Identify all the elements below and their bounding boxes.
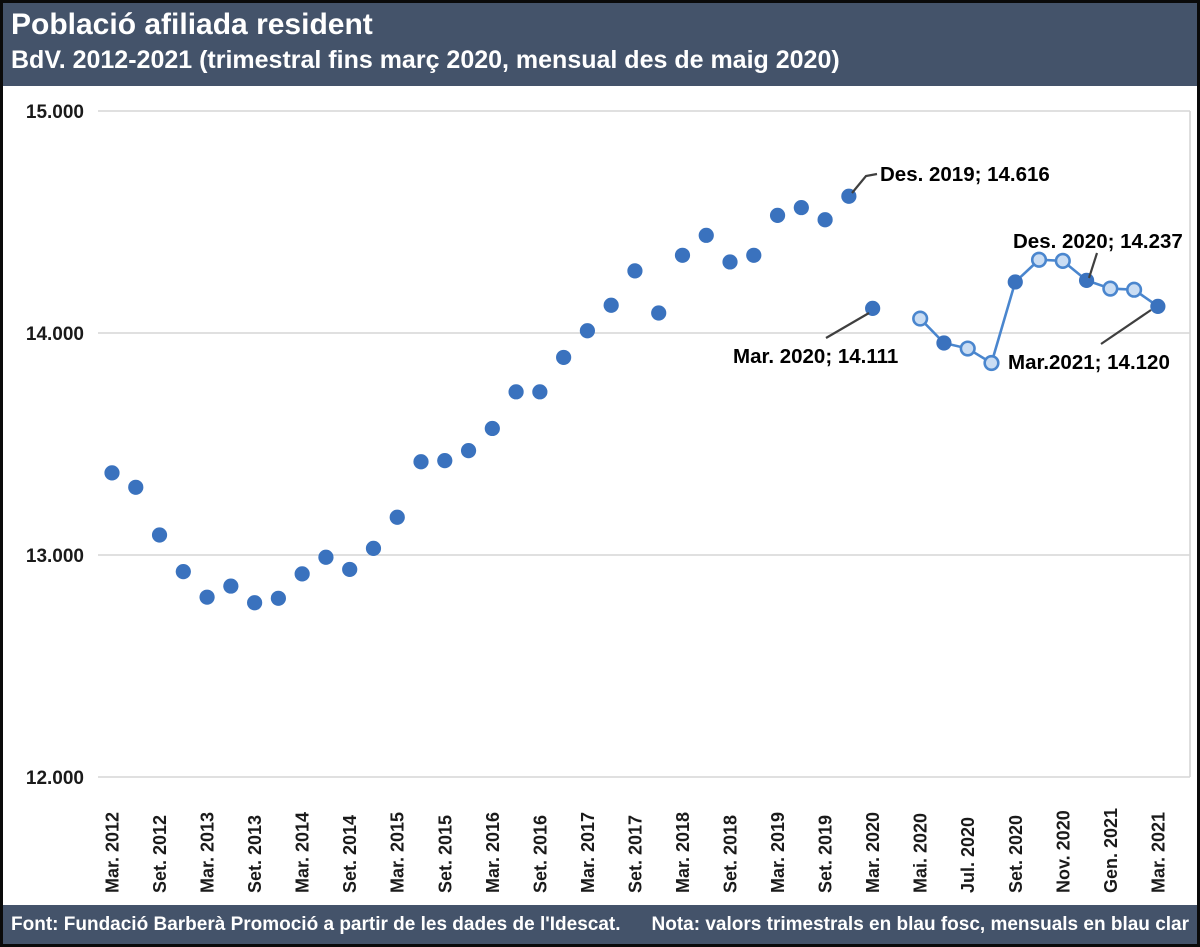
data-point-mensual-trimestre	[936, 335, 952, 351]
x-tick-label: Set. 2019	[816, 815, 836, 893]
data-point-trimestral	[603, 297, 619, 313]
annotation-leader-line	[825, 312, 870, 339]
chart-footer-band: Font: Fundació Barberà Promoció a partir…	[3, 905, 1197, 944]
data-point-trimestral	[389, 509, 405, 525]
x-tick-label: Mar. 2020	[863, 812, 883, 893]
x-tick-label: Mar. 2021	[1148, 812, 1168, 893]
data-point-mensual	[1030, 251, 1048, 268]
data-point-trimestral	[460, 443, 477, 459]
annotation-leader-line	[1100, 309, 1152, 345]
x-tick-label: Set. 2016	[530, 815, 550, 893]
data-point-mensual	[983, 354, 1000, 372]
x-tick-label: Gen. 2021	[1101, 808, 1121, 893]
data-point-trimestral	[175, 564, 191, 580]
data-point-trimestral	[223, 578, 239, 594]
data-point-trimestral	[247, 595, 263, 611]
data-point-trimestral	[817, 212, 833, 228]
source-note: Font: Fundació Barberà Promoció a partir…	[11, 913, 621, 935]
annotation-label: Mar.2021; 14.120	[1008, 351, 1170, 374]
x-tick-label: Mar. 2018	[673, 812, 693, 893]
y-tick-label: 13.000	[26, 546, 84, 567]
data-point-trimestral	[365, 540, 382, 556]
x-tick-label: Set. 2013	[245, 815, 265, 893]
x-tick-label: Mar. 2016	[483, 812, 503, 893]
data-point-mensual	[1102, 280, 1119, 297]
data-point-mensual	[959, 340, 976, 357]
annotation-label: Des. 2020; 14.237	[1013, 230, 1183, 253]
data-point-trimestral	[294, 566, 310, 582]
data-point-mensual-trimestre	[1078, 272, 1095, 288]
chart-title: Població afiliada resident	[11, 8, 373, 41]
data-point-mensual-trimestre	[1150, 298, 1166, 314]
x-tick-label: Mai. 2020	[911, 813, 931, 893]
data-point-trimestral	[674, 247, 691, 263]
y-tick-label: 15.000	[26, 102, 84, 123]
data-point-trimestral	[746, 247, 762, 263]
x-tick-label: Set. 2017	[625, 815, 645, 893]
x-tick-label: Set. 2014	[340, 815, 360, 893]
annotation-leader-line	[851, 172, 878, 194]
population-scatter-chart: 15.000 14.000 13.000 12.000 Mar. 2012 Set. 20…	[26, 102, 1191, 893]
x-tick-label: Mar. 2014	[293, 812, 313, 893]
data-point-trimestral	[508, 384, 524, 400]
data-point-mensual	[912, 310, 929, 327]
data-point-trimestral	[128, 479, 144, 495]
data-point-trimestral	[651, 305, 667, 321]
data-point-trimestral	[556, 349, 572, 366]
x-tick-label: Nov. 2020	[1053, 810, 1073, 893]
data-point-trimestral	[199, 589, 215, 605]
x-tick-label: Set. 2020	[1006, 815, 1026, 893]
x-tick-label: Mar. 2013	[198, 812, 218, 893]
data-point-trimestral	[698, 227, 714, 243]
data-point-trimestral	[342, 561, 358, 578]
x-tick-label: Mar. 2015	[388, 812, 408, 893]
data-point-trimestral	[151, 527, 168, 543]
data-point-trimestral	[270, 590, 286, 606]
data-point-trimestral	[437, 453, 453, 469]
chart-subtitle: BdV. 2012-2021 (trimestral fins març 202…	[11, 46, 840, 74]
data-point-trimestral	[413, 454, 429, 470]
data-point-trimestral	[627, 263, 643, 279]
data-point-trimestral	[532, 384, 548, 400]
data-point-trimestral	[769, 207, 786, 223]
x-tick-label: Set. 2015	[435, 815, 455, 893]
x-tick-label: Jul. 2020	[958, 817, 978, 893]
chart-header-band: Població afiliada resident BdV. 2012-202…	[3, 3, 1197, 86]
x-tick-label: Mar. 2019	[768, 812, 788, 893]
legend-note: Nota: valors trimestrals en blau fosc, m…	[651, 913, 1189, 935]
data-point-trimestral	[579, 323, 596, 339]
data-point-trimestral	[484, 420, 500, 437]
data-point-mensual-trimestre	[1007, 274, 1023, 290]
monthly-series-line	[919, 258, 1159, 365]
data-point-mensual	[1054, 252, 1071, 269]
annotation-label: Mar. 2020; 14.111	[733, 345, 898, 368]
x-tick-label: Set. 2018	[721, 815, 741, 893]
x-tick-label: Mar. 2012	[103, 812, 123, 893]
y-tick-label: 12.000	[26, 768, 84, 789]
data-point-trimestral	[793, 199, 809, 216]
data-point-trimestral	[865, 300, 881, 316]
data-point-trimestral	[318, 549, 334, 565]
y-tick-label: 14.000	[26, 324, 84, 345]
annotation-leader-line	[1087, 252, 1099, 279]
data-point-trimestral	[722, 254, 738, 270]
x-tick-label: Set. 2012	[150, 815, 170, 893]
data-point-trimestral	[104, 465, 120, 481]
data-point-mensual	[1126, 281, 1143, 298]
annotation-label: Des. 2019; 14.616	[880, 163, 1050, 186]
x-tick-label: Mar. 2017	[578, 812, 598, 893]
